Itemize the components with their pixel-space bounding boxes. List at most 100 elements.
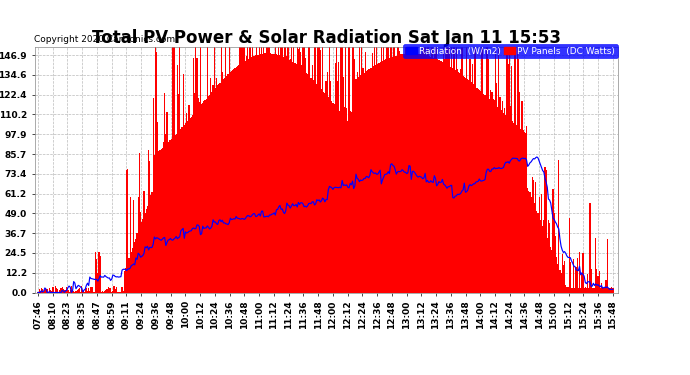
Bar bbox=[121, 286, 123, 292]
Bar bbox=[543, 220, 544, 292]
Bar bbox=[55, 286, 56, 292]
Bar bbox=[46, 289, 48, 292]
Bar bbox=[535, 182, 536, 292]
Bar bbox=[371, 68, 372, 292]
Bar bbox=[321, 89, 322, 292]
Bar bbox=[420, 54, 421, 292]
Bar bbox=[404, 54, 405, 292]
Bar bbox=[569, 218, 570, 292]
Bar bbox=[79, 288, 80, 292]
Bar bbox=[539, 197, 540, 292]
Bar bbox=[491, 92, 493, 292]
Bar bbox=[354, 59, 355, 292]
Bar bbox=[230, 72, 231, 292]
Bar bbox=[309, 42, 310, 292]
Bar bbox=[249, 43, 250, 292]
Bar bbox=[587, 274, 588, 292]
Bar bbox=[240, 42, 241, 292]
Bar bbox=[202, 103, 204, 292]
Bar bbox=[564, 261, 565, 292]
Bar bbox=[603, 288, 604, 292]
Bar bbox=[280, 42, 282, 292]
Bar bbox=[598, 271, 600, 292]
Bar bbox=[262, 54, 264, 292]
Bar bbox=[540, 220, 541, 292]
Bar bbox=[428, 42, 429, 292]
Bar bbox=[548, 220, 549, 292]
Bar bbox=[347, 120, 348, 292]
Bar bbox=[195, 42, 197, 292]
Bar bbox=[536, 211, 538, 292]
Bar bbox=[228, 42, 230, 292]
Bar bbox=[519, 92, 520, 292]
Bar bbox=[415, 42, 417, 292]
Bar bbox=[216, 78, 217, 292]
Bar bbox=[604, 288, 606, 292]
Bar bbox=[438, 60, 440, 292]
Bar bbox=[532, 177, 533, 292]
Bar bbox=[392, 57, 393, 292]
Bar bbox=[346, 108, 347, 292]
Bar bbox=[185, 123, 186, 292]
Bar bbox=[307, 74, 308, 292]
Bar bbox=[239, 42, 240, 292]
Bar bbox=[266, 42, 268, 292]
Bar bbox=[158, 151, 159, 292]
Bar bbox=[498, 42, 500, 292]
Bar bbox=[486, 42, 487, 292]
Bar bbox=[300, 52, 302, 292]
Bar bbox=[217, 86, 218, 292]
Bar bbox=[517, 42, 518, 292]
Bar bbox=[279, 56, 281, 292]
Bar bbox=[278, 44, 279, 292]
Bar bbox=[97, 273, 99, 292]
Bar bbox=[562, 254, 563, 292]
Bar bbox=[426, 55, 427, 292]
Text: Copyright 2020 Cartronics.com: Copyright 2020 Cartronics.com bbox=[34, 35, 176, 44]
Bar bbox=[94, 291, 95, 292]
Bar bbox=[148, 150, 149, 292]
Bar bbox=[342, 45, 343, 292]
Bar bbox=[452, 68, 453, 292]
Bar bbox=[390, 42, 391, 292]
Bar bbox=[602, 288, 603, 292]
Bar bbox=[458, 72, 459, 292]
Bar bbox=[288, 60, 290, 292]
Bar bbox=[72, 290, 73, 292]
Bar bbox=[442, 62, 443, 292]
Bar bbox=[245, 60, 246, 292]
Bar bbox=[133, 200, 134, 292]
Bar bbox=[110, 288, 111, 292]
Bar bbox=[306, 73, 307, 292]
Bar bbox=[393, 42, 395, 292]
Bar bbox=[209, 94, 210, 292]
Bar bbox=[451, 42, 452, 292]
Bar bbox=[421, 54, 422, 292]
Bar bbox=[314, 42, 315, 292]
Bar bbox=[608, 288, 609, 292]
Bar bbox=[369, 69, 371, 292]
Bar bbox=[211, 92, 213, 292]
Bar bbox=[95, 252, 96, 292]
Bar bbox=[283, 57, 284, 292]
Bar bbox=[225, 42, 226, 292]
Bar bbox=[128, 258, 130, 292]
Bar bbox=[544, 167, 546, 292]
Bar bbox=[218, 84, 219, 292]
Title: Total PV Power & Solar Radiation Sat Jan 11 15:53: Total PV Power & Solar Radiation Sat Jan… bbox=[92, 29, 560, 47]
Bar bbox=[340, 42, 342, 292]
Bar bbox=[200, 42, 201, 292]
Bar bbox=[380, 62, 381, 292]
Bar bbox=[42, 289, 43, 292]
Bar bbox=[290, 59, 291, 292]
Bar bbox=[214, 42, 215, 292]
Bar bbox=[542, 226, 543, 292]
Bar bbox=[154, 155, 155, 292]
Bar bbox=[270, 54, 271, 292]
Bar bbox=[123, 291, 124, 292]
Bar bbox=[96, 259, 97, 292]
Bar bbox=[450, 66, 451, 292]
Bar bbox=[302, 42, 304, 292]
Bar bbox=[395, 56, 397, 292]
Bar bbox=[578, 288, 579, 292]
